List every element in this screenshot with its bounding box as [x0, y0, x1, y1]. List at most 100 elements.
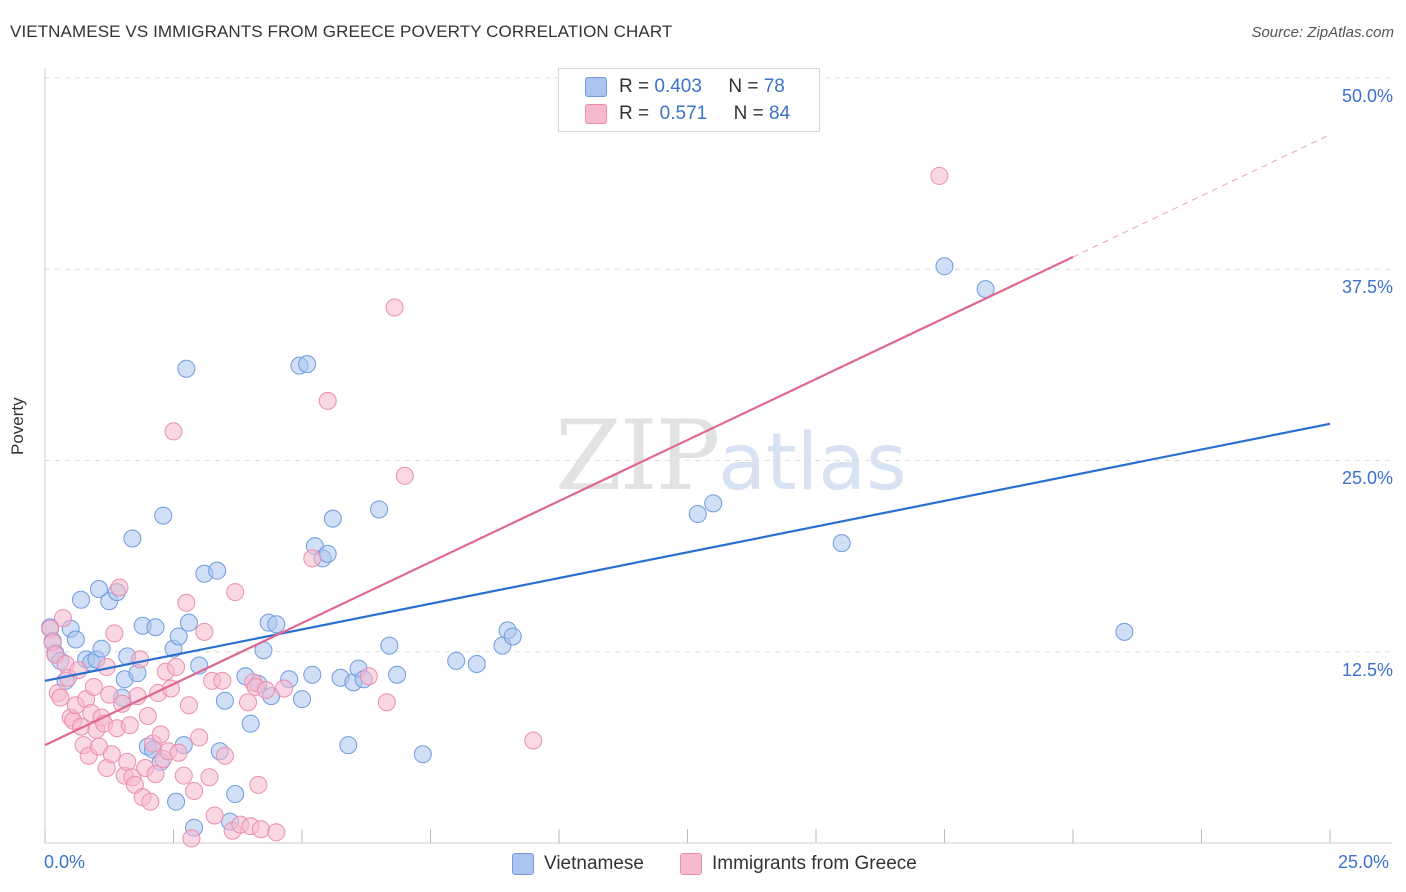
- watermark: ZIPatlas: [555, 400, 907, 512]
- legend-r-label: R =: [619, 103, 650, 124]
- x-tick-label-min: 0.0%: [44, 852, 86, 872]
- vietnamese-point: [66, 630, 85, 649]
- vietnamese-point: [267, 615, 286, 634]
- vietnamese-point: [935, 257, 954, 276]
- greece-point: [146, 765, 165, 784]
- vietnamese-point: [226, 785, 245, 804]
- legend-n-value: 78: [763, 76, 785, 97]
- greece-point: [251, 820, 270, 839]
- bottom-legend-greece: Immigrants from Greece: [680, 852, 917, 876]
- vietnamese-point: [89, 580, 108, 599]
- y-tick-label-25: 25.0%: [1341, 468, 1393, 488]
- greece-point: [110, 578, 129, 597]
- greece-point: [179, 696, 198, 715]
- legend-swatch-greece: [585, 104, 607, 124]
- greece-point: [51, 688, 70, 707]
- vietnamese-point: [447, 651, 466, 670]
- vietnamese-point: [215, 691, 234, 710]
- legend-n-label: N =: [728, 76, 759, 97]
- greece-point: [182, 829, 201, 848]
- greece-point: [257, 681, 276, 699]
- legend-r-value: 0.403: [654, 76, 702, 97]
- vietnamese-point: [303, 665, 322, 684]
- vietnamese-point: [241, 714, 260, 733]
- y-tick-label-12-5: 12.5%: [1341, 660, 1393, 680]
- vietnamese-point: [704, 494, 723, 513]
- vietnamese-point: [293, 690, 311, 709]
- bottom-legend-label-vietnamese: Vietnamese: [544, 853, 644, 874]
- greece-point: [53, 609, 72, 628]
- vietnamese-point: [298, 355, 317, 374]
- greece-point: [200, 768, 219, 787]
- greece-point: [177, 593, 196, 612]
- greece-point: [213, 671, 232, 690]
- greece-point: [169, 743, 188, 762]
- greece-point: [113, 694, 132, 713]
- vietnamese-point: [146, 618, 165, 637]
- greece-point: [318, 391, 337, 410]
- vietnamese-point: [318, 544, 337, 563]
- legend-n-label: N =: [733, 103, 764, 124]
- vietnamese-point: [323, 509, 342, 528]
- vietnamese-point: [169, 627, 188, 646]
- greece-point: [164, 422, 183, 441]
- greece-point: [267, 823, 286, 842]
- greece-point: [120, 716, 139, 735]
- vietnamese-point: [503, 627, 522, 646]
- legend-r-label: R =: [619, 76, 650, 97]
- greece-point: [205, 806, 224, 825]
- greece-trend-extension: [1072, 134, 1331, 258]
- greece-point: [395, 466, 414, 485]
- greece-point: [524, 731, 543, 750]
- watermark-zip: ZIP: [555, 400, 720, 512]
- greece-point: [215, 746, 234, 765]
- correlation-legend: R = 0.403 N = 78 R = 0.571 N = 84: [558, 68, 820, 132]
- watermark-atlas: atlas: [718, 418, 907, 508]
- vietnamese-trend-line: [44, 422, 1331, 682]
- greece-point: [174, 766, 193, 785]
- greece-point: [84, 677, 103, 696]
- greece-point: [141, 792, 160, 811]
- greece-point: [249, 775, 268, 794]
- vietnamese-point: [688, 505, 707, 524]
- greece-point: [385, 298, 404, 317]
- bottom-legend-label-greece: Immigrants from Greece: [712, 853, 917, 874]
- vietnamese-point: [832, 534, 851, 553]
- vietnamese-point: [154, 506, 173, 525]
- vietnamese-point: [1115, 622, 1134, 641]
- greece-trend-line: [44, 256, 1074, 747]
- y-tick-label-37-5: 37.5%: [1341, 277, 1393, 297]
- greece-point: [118, 752, 137, 771]
- vietnamese-point: [467, 654, 486, 673]
- greece-point: [100, 685, 119, 704]
- bottom-legend-swatch-vietnamese: [512, 853, 534, 875]
- greece-point: [190, 728, 209, 747]
- vietnamese-point: [370, 500, 389, 519]
- bottom-legend-swatch-greece: [680, 853, 702, 875]
- greece-point: [226, 583, 245, 602]
- greece-point: [167, 658, 186, 677]
- greece-point: [239, 693, 258, 712]
- greece-point: [151, 725, 170, 744]
- greece-point: [185, 781, 204, 800]
- vietnamese-point: [179, 613, 198, 632]
- vietnamese-point: [388, 665, 407, 684]
- greece-point: [138, 707, 157, 726]
- chart-title: VIETNAMESE VS IMMIGRANTS FROM GREECE POV…: [10, 22, 673, 41]
- legend-swatch-vietnamese: [585, 77, 607, 97]
- vietnamese-point: [380, 636, 399, 655]
- vietnamese-point: [177, 359, 196, 378]
- bottom-legend-vietnamese: Vietnamese: [512, 852, 644, 876]
- greece-point: [303, 549, 322, 568]
- greece-point: [275, 679, 294, 698]
- greece-point: [377, 693, 396, 712]
- greece-point: [131, 650, 150, 669]
- greece-point: [930, 166, 949, 185]
- y-tick-label-50: 50.0%: [1341, 86, 1393, 106]
- legend-n-value: 84: [769, 103, 791, 124]
- vietnamese-point: [413, 745, 432, 764]
- vietnamese-point: [339, 736, 358, 755]
- greece-point: [102, 745, 121, 764]
- vietnamese-point: [123, 529, 142, 548]
